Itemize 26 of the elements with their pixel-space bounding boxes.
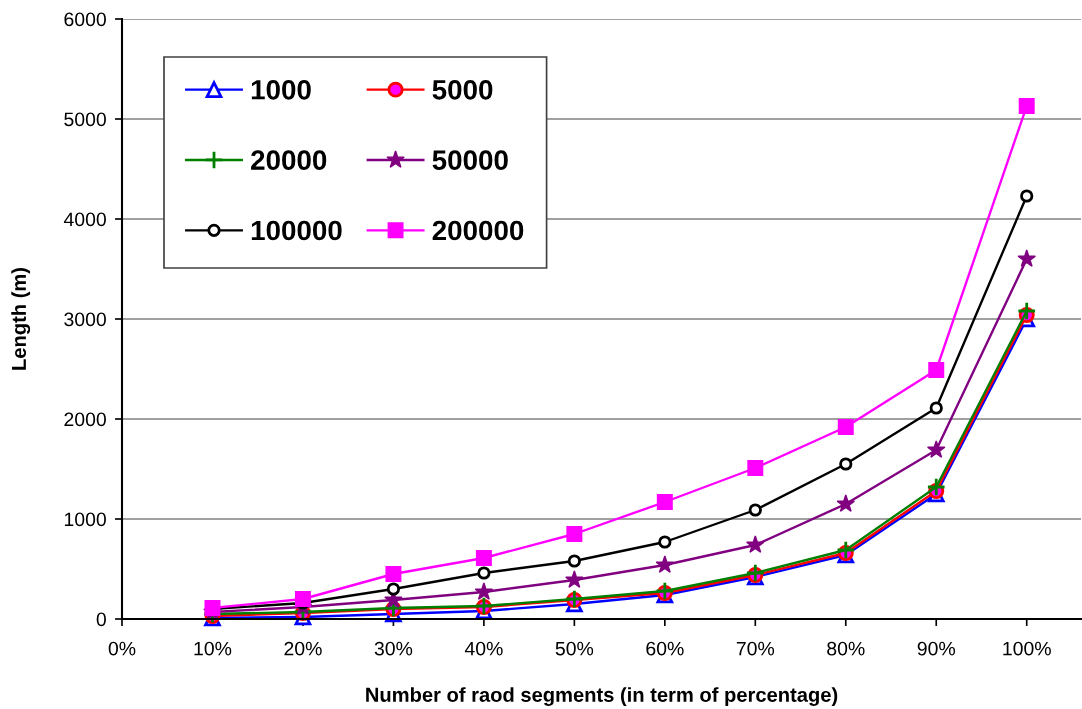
x-axis-title: Number of raod segments (in term of percentage) bbox=[366, 687, 838, 706]
legend-label: 200000 bbox=[432, 220, 524, 241]
y-tick-label: 5000 bbox=[64, 112, 106, 127]
x-tick-label: 30% bbox=[374, 641, 413, 656]
legend-label: 20000 bbox=[251, 150, 327, 170]
legend-label: 5000 bbox=[432, 79, 493, 100]
legend-label: 50000 bbox=[432, 150, 508, 170]
x-tick-label: 90% bbox=[917, 641, 956, 656]
y-tick-label: 6000 bbox=[64, 12, 106, 27]
x-tick-label: 10% bbox=[194, 641, 232, 656]
x-tick-label: 50% bbox=[555, 641, 594, 656]
x-tick-label: 0% bbox=[108, 641, 136, 656]
x-tick-label: 100% bbox=[1003, 641, 1051, 656]
legend-label: 100000 bbox=[251, 220, 342, 241]
y-tick-label: 1000 bbox=[64, 512, 106, 527]
x-tick-label: 40% bbox=[464, 641, 503, 656]
y-tick-label: 4000 bbox=[63, 212, 106, 227]
y-tick-label: 2000 bbox=[64, 412, 106, 427]
y-tick-label: 3000 bbox=[64, 312, 106, 327]
legend-label: 1000 bbox=[251, 79, 311, 100]
y-axis-title: Length (m) bbox=[11, 267, 31, 370]
y-tick-label: 0 bbox=[96, 612, 106, 627]
x-tick-label: 60% bbox=[646, 641, 684, 656]
x-tick-label: 20% bbox=[284, 641, 322, 656]
x-tick-label: 70% bbox=[736, 641, 775, 656]
x-tick-label: 80% bbox=[827, 641, 865, 656]
